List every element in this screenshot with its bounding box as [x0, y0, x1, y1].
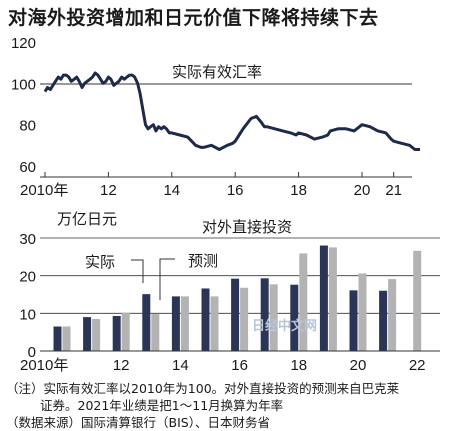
exchange-rate-line: [43, 71, 420, 151]
bar-actual: [53, 326, 62, 351]
bar-actual: [231, 278, 240, 351]
bar-actual: [290, 284, 299, 351]
bar-y-tick-label: 20: [19, 269, 36, 286]
bar-actual: [171, 296, 180, 351]
bar-y-unit-label: 万亿日元: [57, 210, 117, 228]
bar-forecast: [328, 247, 337, 351]
bar-forecast: [180, 296, 189, 351]
footnote-line-1: （注）实际有效汇率以2010年为100。对外直接投资的预测来自巴克莱: [6, 381, 400, 396]
bar-x-tick-label: 16: [231, 357, 248, 374]
line-y-tick-label: 60: [19, 159, 36, 176]
bar-x-tick-label: 22: [409, 357, 426, 374]
legend-forecast-label: 预测: [188, 252, 218, 270]
line-x-tick-label: 18: [290, 182, 307, 199]
legend-actual-leader: [131, 259, 144, 283]
bar-forecast: [92, 318, 101, 351]
bar-x-tick-label: 2010年: [20, 357, 68, 374]
bar-forecast: [413, 250, 422, 351]
line-x-tick-label: 20: [354, 182, 371, 199]
fdi-bar-chart: 万亿日元 对外直接投资 实际 预测 0 10 20 30 2010年 12 14 16 18 2…: [19, 210, 440, 374]
bar-actual: [83, 317, 92, 351]
line-y-tick-label: 100: [11, 76, 36, 93]
bar-actual: [260, 278, 269, 351]
line-y-tick-label: 120: [11, 35, 36, 52]
legend-forecast-leader: [159, 258, 175, 300]
bar-actual: [142, 294, 151, 351]
legend-actual-label: 实际: [85, 253, 115, 271]
line-x-tick-label: 2010年: [20, 182, 68, 199]
bar-actual: [379, 290, 388, 351]
bar-forecast: [121, 312, 130, 351]
footnote-line-2: 证券。2021年业绩是把1～11月换算为年率: [40, 398, 284, 413]
bar-actual: [319, 245, 328, 351]
bar-forecast: [388, 279, 397, 351]
bar-forecast: [151, 314, 160, 351]
bar-forecast: [62, 326, 71, 351]
bar-x-tick-label: 12: [113, 357, 130, 374]
bar-actual: [201, 288, 210, 351]
bar-forecast: [240, 287, 249, 351]
bar-y-tick-label: 0: [28, 344, 36, 361]
bar-actual: [112, 315, 121, 351]
bar-y-tick-label: 30: [19, 231, 36, 248]
bar-forecast: [210, 296, 219, 351]
bar-x-tick-label: 20: [350, 357, 367, 374]
line-x-tick-label: 16: [227, 182, 244, 199]
bar-forecast: [269, 284, 278, 351]
page-title: 对海外投资增加和日元价值下降将持续下去: [8, 7, 379, 29]
bar-x-tick-label: 18: [290, 357, 307, 374]
watermark-text: 日经中文网: [252, 318, 317, 334]
bar-y-tick-label: 10: [19, 306, 36, 323]
line-y-tick-label: 80: [19, 118, 36, 135]
line-x-tick-label: 14: [163, 182, 180, 199]
bar-actual: [349, 290, 358, 351]
line-series-label: 实际有效汇率: [172, 63, 262, 81]
line-x-tick-label: 12: [100, 182, 117, 199]
bar-x-tick-label: 14: [172, 357, 189, 374]
line-x-tick-label: 21: [385, 182, 402, 199]
bar-forecast: [358, 273, 367, 351]
exchange-rate-chart: 实际有效汇率 60 80 100 120 2010年 12 14 16 18 20 21: [11, 35, 420, 199]
fdi-annotation: 对外直接投资: [202, 218, 292, 236]
bar-forecast: [299, 253, 308, 351]
